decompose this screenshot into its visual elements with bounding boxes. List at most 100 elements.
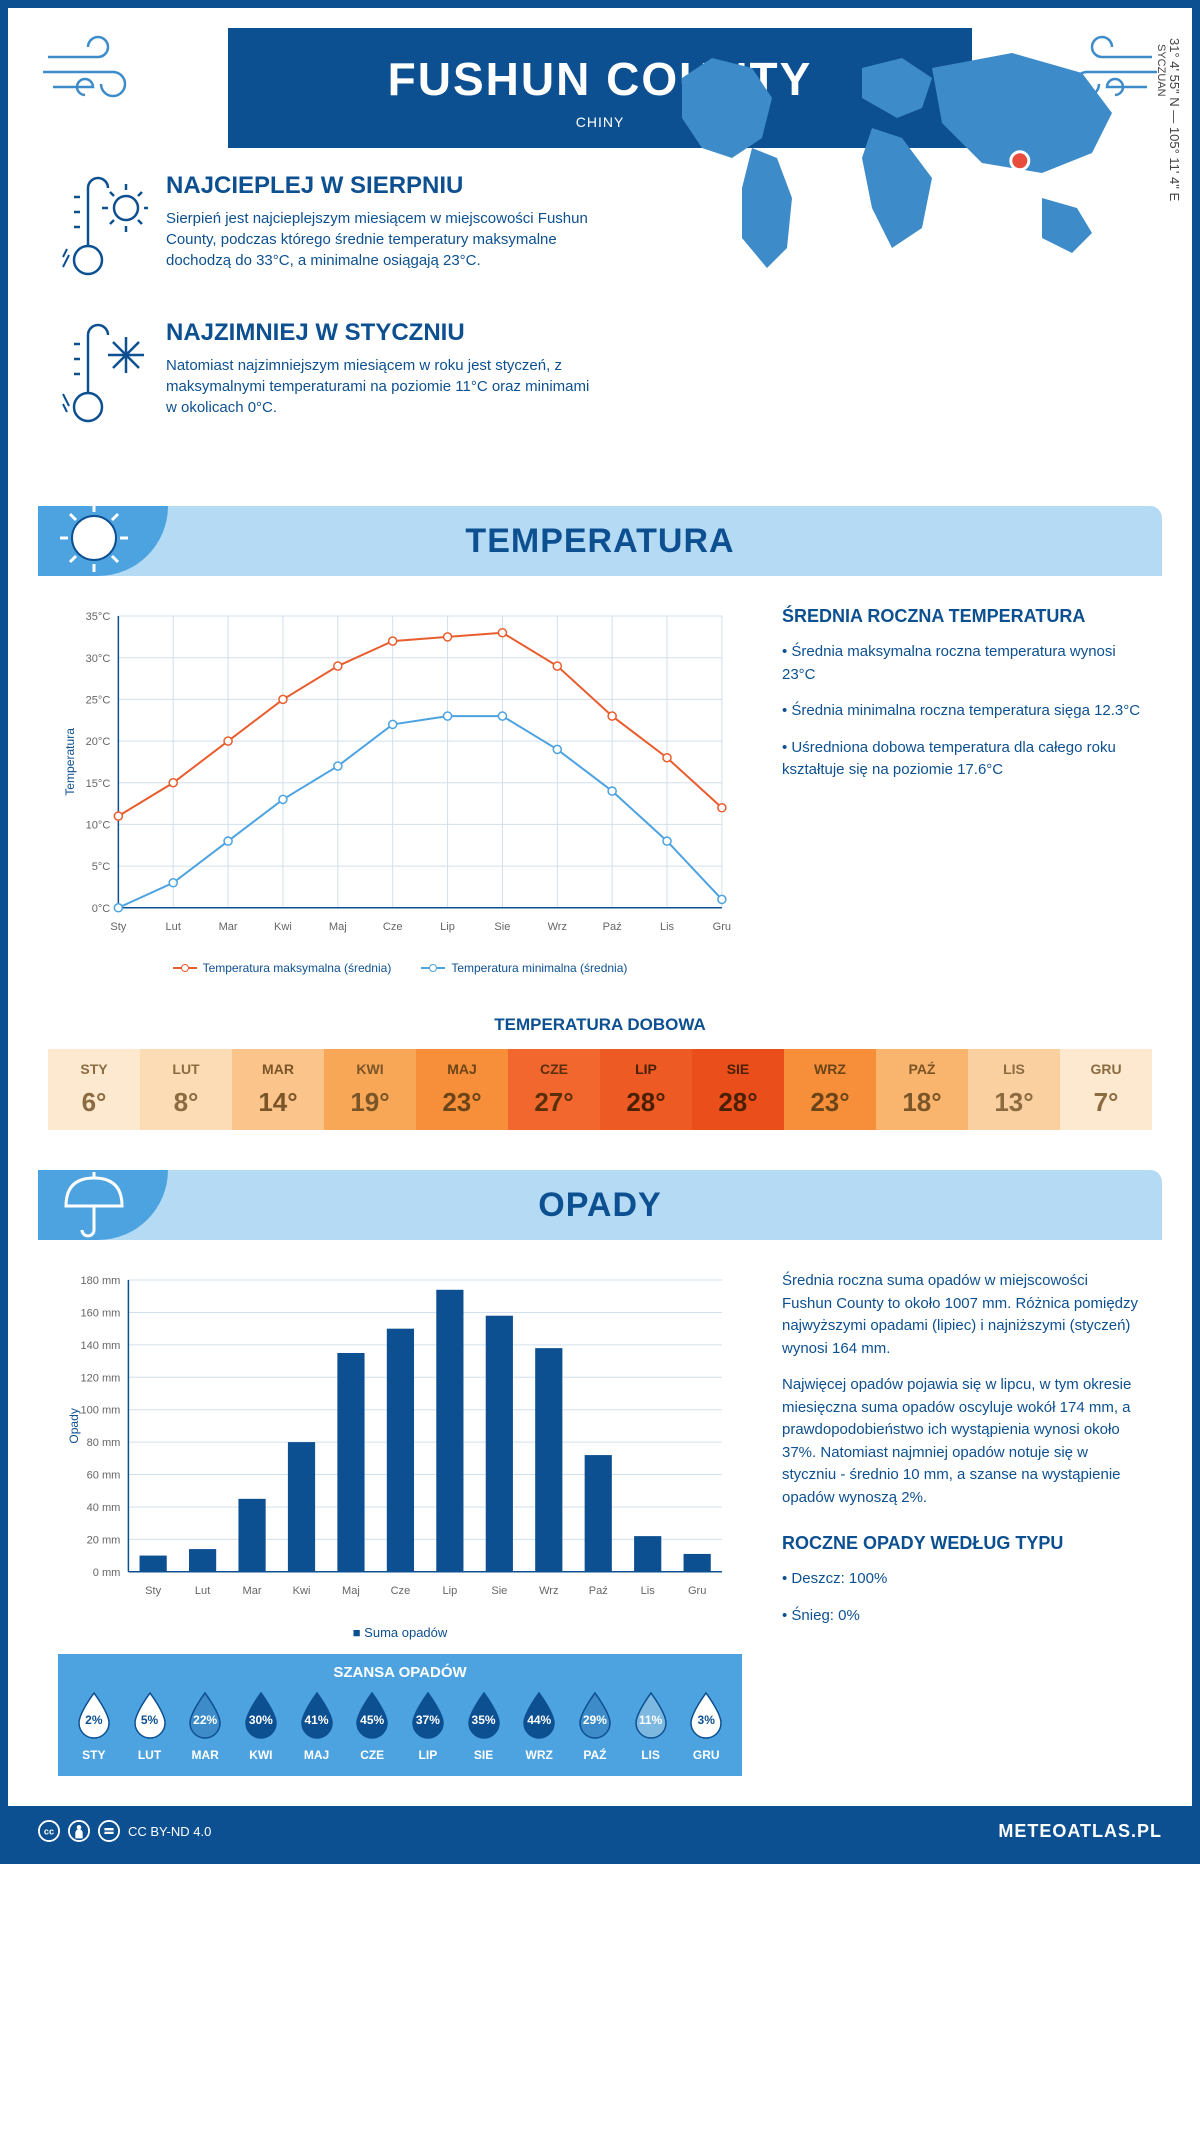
temperature-summary: ŚREDNIA ROCZNA TEMPERATURA Średnia maksy… (782, 606, 1142, 975)
world-map (622, 18, 1142, 298)
temp-chart-legend: Temperatura maksymalna (średnia) Tempera… (58, 961, 742, 975)
warmest-block: NAJCIEPLEJ W SIERPNIU Sierpień jest najc… (58, 172, 600, 287)
region-value: SYCZUAN (1155, 44, 1167, 201)
svg-text:100 mm: 100 mm (80, 1405, 120, 1417)
chance-drop: 37%LIP (400, 1691, 456, 1762)
svg-text:Wrz: Wrz (539, 1585, 558, 1597)
legend-min-label: Temperatura minimalna (średnia) (451, 961, 627, 975)
rain-para-2: Najwięcej opadów pojawia się w lipcu, w … (782, 1374, 1142, 1509)
svg-text:Mar: Mar (219, 921, 238, 933)
rain-bar-chart: 0 mm 20 mm 40 mm 60 mm 80 mm 100 mm 120 mm 140 … (58, 1270, 742, 1776)
avg-temp-title: ŚREDNIA ROCZNA TEMPERATURA (782, 606, 1142, 627)
svg-text:Opady: Opady (67, 1408, 81, 1444)
rain-chart-row: 0 mm 20 mm 40 mm 60 mm 80 mm 100 mm 120 mm 140 … (8, 1240, 1192, 1806)
chance-drop: 45%CZE (344, 1691, 400, 1762)
rain-chance-drops: 2%STY5%LUT22%MAR30%KWI41%MAJ45%CZE37%LIP… (58, 1691, 742, 1762)
svg-text:Lip: Lip (440, 921, 455, 933)
daily-cell: SIE28° (692, 1049, 784, 1130)
svg-text:10°C: 10°C (86, 819, 111, 831)
svg-text:Mar: Mar (243, 1585, 262, 1597)
top-section: FUSHUN COUNTY CHINY NAJCIEPLEJ W SIERPNI… (8, 8, 1192, 506)
nd-icon (98, 1820, 120, 1842)
svg-text:25°C: 25°C (86, 694, 111, 706)
svg-text:0°C: 0°C (92, 903, 111, 915)
rain-para-1: Średnia roczna suma opadów w miejscowośc… (782, 1270, 1142, 1360)
rain-section-header: OPADY (38, 1170, 1162, 1240)
coldest-title: NAJZIMNIEJ W STYCZNIU (166, 319, 600, 347)
chance-drop: 11%LIS (623, 1691, 679, 1762)
svg-text:20 mm: 20 mm (87, 1534, 121, 1546)
warmest-title: NAJCIEPLEJ W SIERPNIU (166, 172, 600, 200)
daily-cell: CZE27° (508, 1049, 600, 1130)
daily-cell: KWI19° (324, 1049, 416, 1130)
infographic-page: FUSHUN COUNTY CHINY NAJCIEPLEJ W SIERPNI… (0, 0, 1200, 1864)
site-name: METEOATLAS.PL (998, 1821, 1162, 1842)
svg-text:160 mm: 160 mm (80, 1307, 120, 1319)
coords-value: 31° 4' 55" N — 105° 11' 4" E (1167, 38, 1182, 201)
svg-text:Gru: Gru (713, 921, 731, 933)
by-icon (68, 1820, 90, 1842)
legend-max-label: Temperatura maksymalna (średnia) (203, 961, 392, 975)
svg-text:cc: cc (44, 1827, 54, 1837)
svg-text:Maj: Maj (329, 921, 347, 933)
chance-drop: 44%WRZ (511, 1691, 567, 1762)
rain-chart-svg: 0 mm 20 mm 40 mm 60 mm 80 mm 100 mm 120 mm 140 … (58, 1270, 742, 1612)
svg-text:Gru: Gru (688, 1585, 706, 1597)
chance-drop: 5%LUT (122, 1691, 178, 1762)
svg-text:Lut: Lut (166, 921, 181, 933)
coldest-text: Natomiast najzimniejszym miesiącem w rok… (166, 355, 600, 418)
daily-cell: WRZ23° (784, 1049, 876, 1130)
svg-text:120 mm: 120 mm (80, 1372, 120, 1384)
license-text: CC BY-ND 4.0 (128, 1824, 211, 1839)
license-block: cc CC BY-ND 4.0 (38, 1820, 211, 1842)
svg-text:Wrz: Wrz (548, 921, 567, 933)
chance-drop: 2%STY (66, 1691, 122, 1762)
coldest-block: NAJZIMNIEJ W STYCZNIU Natomiast najzimni… (58, 319, 600, 434)
rain-type-bullet: Śnieg: 0% (782, 1605, 1142, 1628)
daily-cell: GRU7° (1060, 1049, 1152, 1130)
daily-cell: LIS13° (968, 1049, 1060, 1130)
chance-drop: 41%MAJ (289, 1691, 345, 1762)
svg-text:Cze: Cze (391, 1585, 411, 1597)
svg-text:40 mm: 40 mm (87, 1502, 121, 1514)
temperature-chart-row: 0°C5°C10°C15°C20°C25°C30°C35°CStyLutMarK… (8, 576, 1192, 1005)
world-map-svg (622, 18, 1142, 298)
temp-chart-svg: 0°C5°C10°C15°C20°C25°C30°C35°CStyLutMarK… (58, 606, 742, 948)
svg-text:80 mm: 80 mm (87, 1437, 121, 1449)
chance-drop: 22%MAR (177, 1691, 233, 1762)
chance-drop: 30%KWI (233, 1691, 289, 1762)
daily-temp-title: TEMPERATURA DOBOWA (8, 1015, 1192, 1035)
svg-text:Sty: Sty (145, 1585, 161, 1597)
rain-type-bullets: Deszcz: 100%Śnieg: 0% (782, 1568, 1142, 1627)
svg-text:Maj: Maj (342, 1585, 360, 1597)
extremes-column: NAJCIEPLEJ W SIERPNIU Sierpień jest najc… (58, 172, 600, 434)
svg-text:60 mm: 60 mm (87, 1470, 121, 1482)
svg-text:30°C: 30°C (86, 653, 111, 665)
rain-heading: OPADY (538, 1186, 661, 1225)
svg-text:Sie: Sie (494, 921, 510, 933)
warmest-text: Sierpień jest najcieplejszym miesiącem w… (166, 208, 600, 271)
svg-text:Lip: Lip (443, 1585, 458, 1597)
daily-cell: LIP28° (600, 1049, 692, 1130)
chance-drop: 29%PAŹ (567, 1691, 623, 1762)
coordinates-label: 31° 4' 55" N — 105° 11' 4" E SYCZUAN (1155, 38, 1182, 201)
svg-text:Sty: Sty (110, 921, 126, 933)
daily-cell: PAŹ18° (876, 1049, 968, 1130)
daily-cell: MAR14° (232, 1049, 324, 1130)
svg-text:Temperatura: Temperatura (63, 728, 77, 796)
rain-chance-title: SZANSA OPADÓW (58, 1664, 742, 1681)
svg-text:Kwi: Kwi (293, 1585, 311, 1597)
svg-text:35°C: 35°C (86, 611, 111, 623)
cc-icon: cc (38, 1820, 60, 1842)
wind-decoration-left (38, 32, 148, 107)
rain-summary: Średnia roczna suma opadów w miejscowośc… (782, 1270, 1142, 1776)
svg-text:15°C: 15°C (86, 778, 111, 790)
daily-cell: MAJ23° (416, 1049, 508, 1130)
daily-temp-table: STY6°LUT8°MAR14°KWI19°MAJ23°CZE27°LIP28°… (48, 1049, 1152, 1130)
svg-text:Lis: Lis (641, 1585, 656, 1597)
svg-text:0 mm: 0 mm (93, 1567, 121, 1579)
svg-text:140 mm: 140 mm (80, 1340, 120, 1352)
svg-text:20°C: 20°C (86, 736, 111, 748)
svg-text:Cze: Cze (383, 921, 403, 933)
temperature-section-header: TEMPERATURA (38, 506, 1162, 576)
